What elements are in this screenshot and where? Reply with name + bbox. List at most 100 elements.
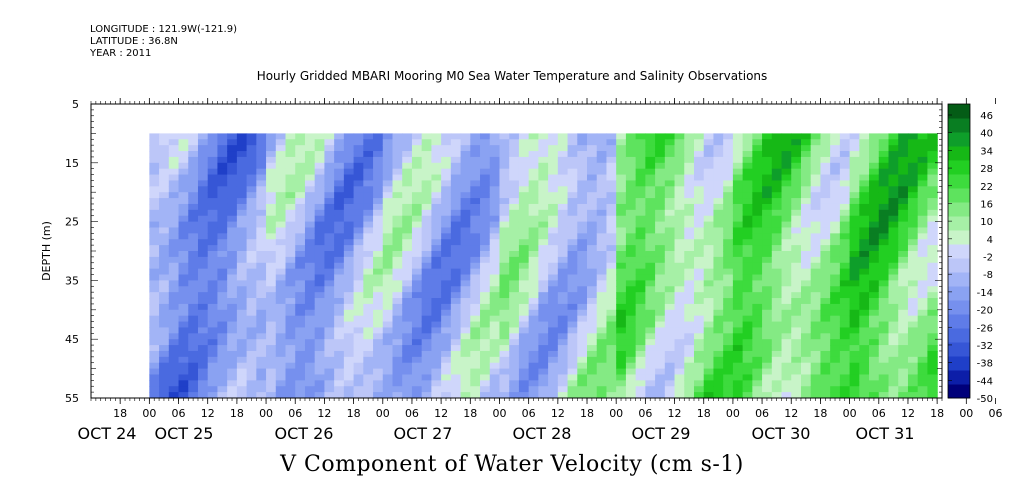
heatmap-cell: [771, 256, 783, 264]
heatmap-cell: [343, 268, 355, 276]
heatmap-cell: [343, 156, 355, 164]
heatmap-cell: [363, 215, 374, 223]
heatmap-cell: [227, 198, 238, 205]
heatmap-cell: [528, 333, 539, 340]
heatmap-cell: [402, 256, 413, 264]
heatmap-cell: [596, 374, 608, 381]
heatmap-cell: [304, 309, 316, 317]
heatmap-cell: [256, 327, 267, 334]
heatmap-cell: [343, 298, 355, 305]
heatmap-cell: [197, 380, 209, 387]
colorbar-swatch: [948, 188, 970, 203]
heatmap-cell: [898, 168, 909, 176]
heatmap-cell: [762, 209, 773, 217]
heatmap-cell: [596, 321, 608, 329]
heatmap-cell: [810, 239, 822, 246]
heatmap-cell: [557, 151, 569, 158]
heatmap-cell: [839, 339, 851, 346]
heatmap-cell: [616, 209, 627, 217]
heatmap-cell: [635, 239, 646, 246]
heatmap-cell: [256, 203, 267, 211]
heatmap-cell: [489, 345, 501, 352]
heatmap-cell: [509, 262, 520, 270]
heatmap-cell: [791, 221, 802, 229]
heatmap-cell: [392, 386, 403, 393]
heatmap-cell: [781, 298, 792, 305]
heatmap-cell: [411, 280, 423, 287]
heatmap-cell: [830, 327, 841, 334]
heatmap-cell: [509, 386, 520, 393]
heatmap-cell: [343, 180, 355, 187]
heatmap-cell: [489, 327, 501, 334]
heatmap-cell: [285, 303, 296, 311]
heatmap-cell: [285, 221, 296, 229]
heatmap-cell: [470, 315, 481, 323]
heatmap-cell: [334, 156, 345, 164]
heatmap-cell: [596, 274, 608, 281]
heatmap-cell: [518, 239, 530, 246]
heatmap-cell: [431, 350, 442, 358]
heatmap-cell: [314, 251, 326, 258]
heatmap-cell: [752, 192, 763, 199]
heatmap-cell: [538, 262, 549, 270]
heatmap-cell: [917, 251, 929, 258]
heatmap-cell: [421, 333, 432, 340]
heatmap-cell: [655, 292, 666, 299]
heatmap-cell: [898, 151, 909, 158]
heatmap-cell: [499, 386, 510, 393]
heatmap-cell: [295, 292, 306, 299]
heatmap-cell: [363, 292, 374, 299]
heatmap-cell: [421, 286, 432, 293]
heatmap-cell: [460, 362, 471, 370]
heatmap-cell: [567, 192, 578, 199]
heatmap-cell: [577, 356, 588, 364]
heatmap-cell: [839, 209, 851, 217]
heatmap-cell: [431, 309, 442, 317]
heatmap-cell: [839, 362, 851, 370]
heatmap-cell: [188, 168, 199, 176]
heatmap-cell: [616, 174, 627, 182]
heatmap-cell: [713, 162, 724, 170]
heatmap-cell: [878, 386, 890, 393]
heatmap-cell: [810, 168, 822, 176]
heatmap-cell: [723, 209, 734, 217]
heatmap-cell: [392, 368, 403, 376]
heatmap-cell: [246, 139, 257, 146]
heatmap-cell: [411, 303, 423, 311]
heatmap-cell: [188, 374, 199, 381]
heatmap-cell: [771, 162, 783, 170]
heatmap-cell: [781, 180, 792, 187]
heatmap-cell: [314, 215, 326, 223]
heatmap-cell: [820, 145, 831, 152]
heatmap-cell: [762, 239, 773, 246]
heatmap-cell: [314, 356, 326, 364]
heatmap-cell: [655, 168, 666, 176]
heatmap-cell: [509, 339, 520, 346]
heatmap-cell: [178, 274, 189, 281]
heatmap-cell: [839, 368, 851, 376]
heatmap-cell: [256, 145, 267, 152]
heatmap-cell: [752, 168, 763, 176]
heatmap-cell: [849, 221, 860, 229]
heatmap-cell: [791, 386, 802, 393]
heatmap-cell: [421, 151, 432, 158]
heatmap-cell: [275, 315, 287, 323]
heatmap-cell: [567, 268, 578, 276]
x-day-label: OCT 30: [752, 424, 811, 443]
heatmap-cell: [382, 374, 394, 381]
heatmap-cell: [635, 286, 646, 293]
heatmap-cell: [227, 186, 238, 193]
heatmap-cell: [431, 303, 442, 311]
heatmap-cell: [373, 192, 384, 199]
heatmap-cell: [168, 174, 180, 182]
heatmap-cell: [762, 380, 773, 387]
heatmap-cell: [762, 298, 773, 305]
heatmap-cell: [149, 327, 160, 334]
heatmap-cell: [295, 209, 306, 217]
heatmap-cell: [518, 392, 530, 398]
heatmap-cell: [159, 251, 170, 258]
heatmap-cell: [587, 245, 598, 252]
heatmap-cell: [781, 345, 792, 352]
heatmap-cell: [441, 227, 452, 234]
heatmap-cell: [762, 262, 773, 270]
